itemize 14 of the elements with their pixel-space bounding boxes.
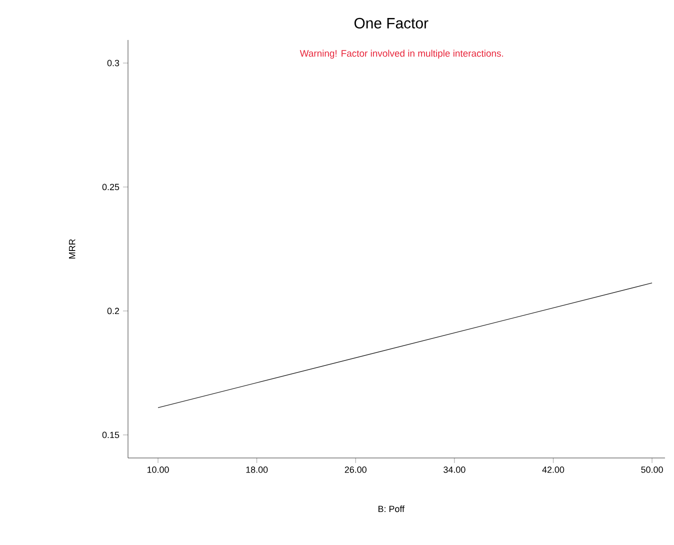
x-tick-label: 50.00	[641, 466, 663, 473]
annotation: Warning! Factor involved in multiple interactions.	[300, 50, 504, 59]
y-tick-label: 0.3	[107, 60, 120, 66]
y-tick-label: 0.15	[102, 432, 120, 438]
x-tick-label: 42.00	[542, 466, 564, 473]
y-tick-label: 0.25	[102, 184, 120, 190]
x-tick-label: 10.00	[147, 466, 169, 473]
x-tick-label: 18.00	[246, 466, 268, 473]
x-tick-label: 26.00	[344, 466, 366, 473]
x-axis-title: B: Poff	[378, 506, 405, 512]
chart-title: One Factor	[354, 18, 428, 28]
y-tick-label: 0.2	[107, 308, 120, 314]
y-axis-title: MRR	[69, 239, 76, 258]
x-tick-label: 34.00	[444, 466, 466, 473]
